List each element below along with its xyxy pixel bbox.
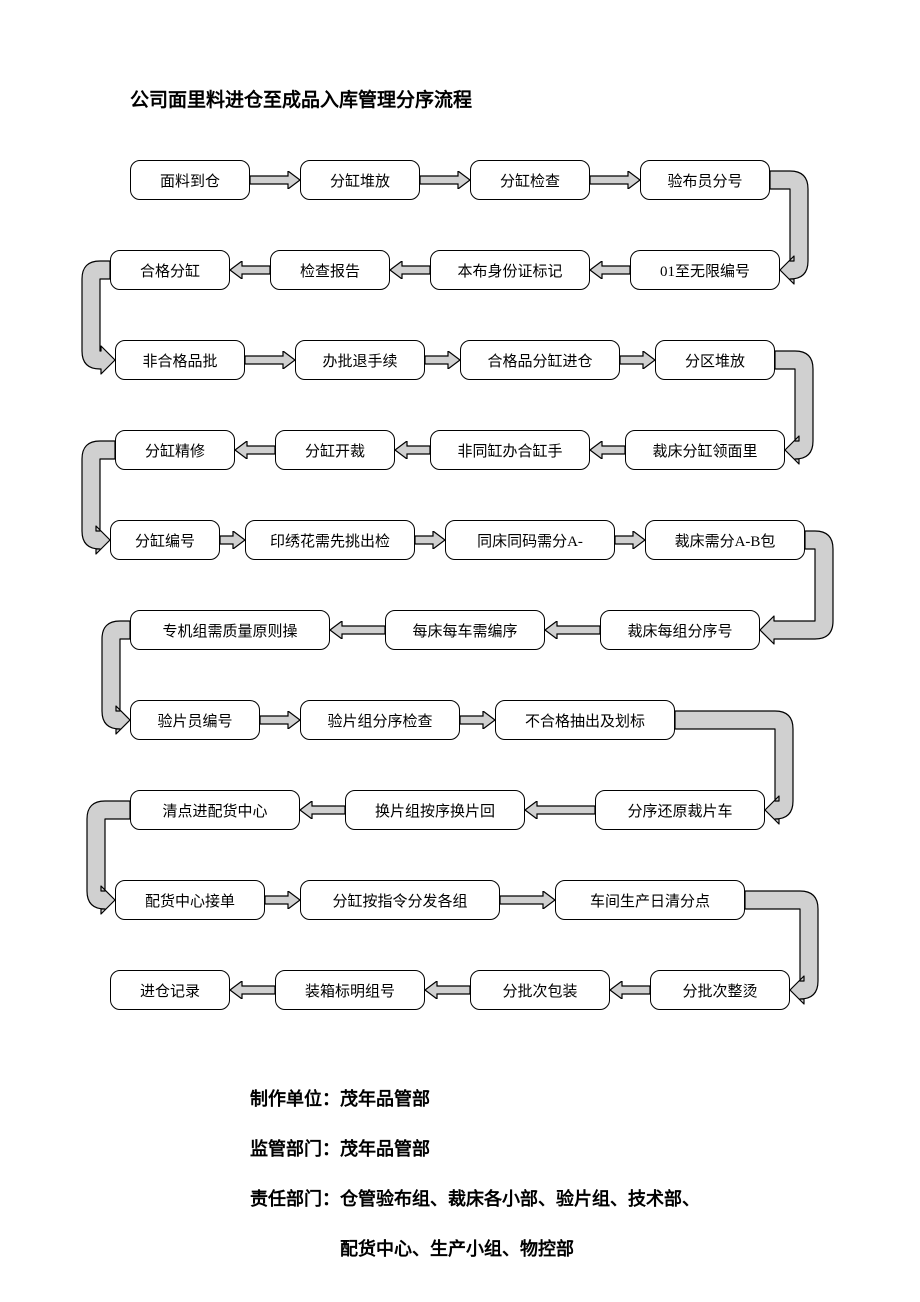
flow-node: 进仓记录: [110, 970, 230, 1010]
flow-arrow: [300, 801, 345, 819]
flow-arrow: [545, 621, 600, 639]
flow-arrow: [415, 531, 445, 549]
flow-arrow: [250, 171, 300, 189]
flow-arrow: [330, 621, 385, 639]
flow-node: 验片员编号: [130, 700, 260, 740]
flow-node: 面料到仓: [130, 160, 250, 200]
footer-text: 监管部门：茂年品管部: [250, 1135, 430, 1161]
footer-text: 制作单位：茂年品管部: [250, 1085, 430, 1111]
flow-u-arrow: [64, 441, 115, 549]
flow-arrow: [590, 261, 630, 279]
flow-u-arrow: [760, 531, 851, 639]
flow-node: 专机组需质量原则操: [130, 610, 330, 650]
flow-arrow: [220, 531, 245, 549]
flow-arrow: [260, 711, 300, 729]
flow-node: 验布员分号: [640, 160, 770, 200]
flow-arrow: [230, 981, 275, 999]
flow-arrow: [395, 441, 430, 459]
flow-node: 非同缸办合缸手: [430, 430, 590, 470]
flow-node: 合格品分缸进仓: [460, 340, 620, 380]
flow-arrow: [620, 351, 655, 369]
flow-u-arrow: [745, 891, 836, 999]
flow-u-arrow: [84, 621, 130, 729]
flow-node: 印绣花需先挑出检: [245, 520, 415, 560]
footer-text: 配货中心、生产小组、物控部: [340, 1235, 574, 1261]
flow-arrow: [420, 171, 470, 189]
flow-u-arrow: [775, 351, 831, 459]
flow-node: 每床每车需编序: [385, 610, 545, 650]
flow-node: 非合格品批: [115, 340, 245, 380]
flow-node: 车间生产日清分点: [555, 880, 745, 920]
flow-arrow: [615, 531, 645, 549]
flow-arrow: [525, 801, 595, 819]
flow-node: 同床同码需分A-: [445, 520, 615, 560]
flow-node: 裁床每组分序号: [600, 610, 760, 650]
flow-node: 合格分缸: [110, 250, 230, 290]
flow-u-arrow: [69, 801, 130, 909]
flow-arrow: [390, 261, 430, 279]
flow-node: 分缸堆放: [300, 160, 420, 200]
flow-arrow: [235, 441, 275, 459]
flow-node: 分批次包装: [470, 970, 610, 1010]
flow-u-arrow: [675, 711, 811, 819]
page-title: 公司面里料进仓至成品入库管理分序流程: [130, 85, 472, 112]
flow-node: 裁床分缸领面里: [625, 430, 785, 470]
flow-node: 01至无限编号: [630, 250, 780, 290]
flow-u-arrow: [64, 261, 115, 369]
flow-node: 检查报告: [270, 250, 390, 290]
flow-node: 配货中心接单: [115, 880, 265, 920]
flow-arrow: [500, 891, 555, 909]
flow-node: 分缸按指令分发各组: [300, 880, 500, 920]
flow-node: 装箱标明组号: [275, 970, 425, 1010]
flow-node: 验片组分序检查: [300, 700, 460, 740]
flow-arrow: [610, 981, 650, 999]
flowchart-page: 公司面里料进仓至成品入库管理分序流程 面料到仓 分缸堆放 分缸检查 验布员分号合格分缸…: [0, 0, 920, 1302]
flow-arrow: [590, 171, 640, 189]
flow-arrow: [425, 981, 470, 999]
flow-node: 办批退手续: [295, 340, 425, 380]
flow-node: 分缸编号: [110, 520, 220, 560]
flow-arrow: [245, 351, 295, 369]
flow-arrow: [590, 441, 625, 459]
flow-node: 清点进配货中心: [130, 790, 300, 830]
flow-u-arrow: [770, 171, 826, 279]
flow-arrow: [425, 351, 460, 369]
flow-node: 分缸精修: [115, 430, 235, 470]
flow-node: 分缸检查: [470, 160, 590, 200]
flow-arrow: [460, 711, 495, 729]
flow-arrow: [265, 891, 300, 909]
flow-node: 分缸开裁: [275, 430, 395, 470]
flow-node: 分区堆放: [655, 340, 775, 380]
footer-text: 责任部门：仓管验布组、裁床各小部、验片组、技术部、: [250, 1185, 700, 1211]
flow-node: 不合格抽出及划标: [495, 700, 675, 740]
flow-node: 换片组按序换片回: [345, 790, 525, 830]
flow-arrow: [230, 261, 270, 279]
flow-node: 本布身份证标记: [430, 250, 590, 290]
